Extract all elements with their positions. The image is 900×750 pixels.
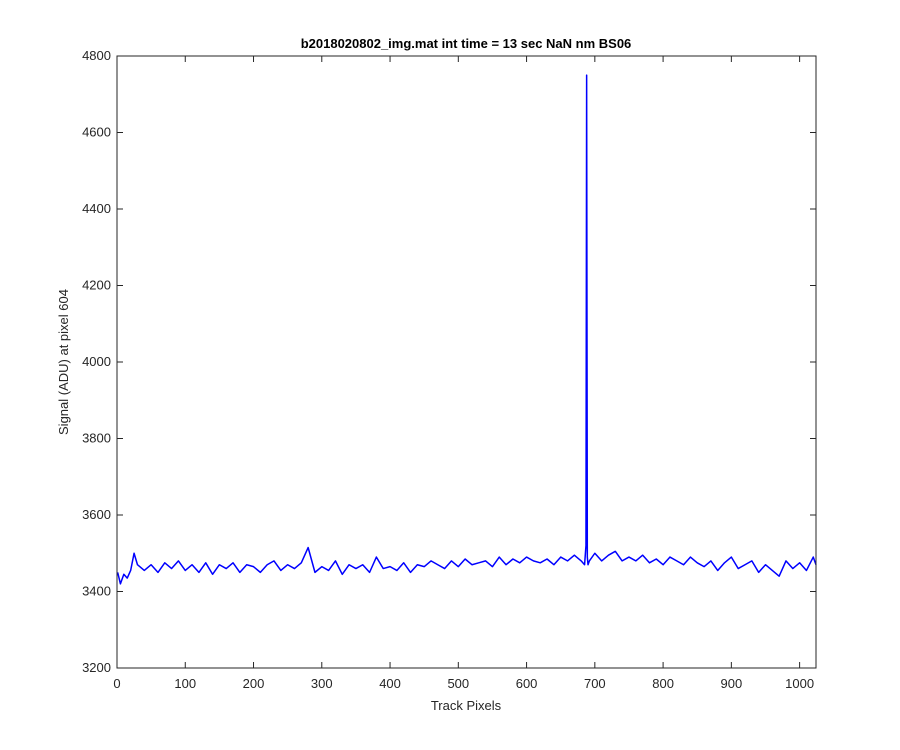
x-tick-label: 1000 <box>785 676 814 691</box>
y-tick-label: 3200 <box>82 660 111 675</box>
y-tick-label: 3400 <box>82 584 111 599</box>
y-axis-label: Signal (ADU) at pixel 604 <box>56 289 71 435</box>
series-layer <box>116 74 817 585</box>
x-tick-label: 800 <box>652 676 674 691</box>
x-tick-label: 400 <box>379 676 401 691</box>
x-tick-label: 0 <box>113 676 120 691</box>
x-tick-label: 900 <box>721 676 743 691</box>
axes-box <box>116 55 817 669</box>
plot-area <box>117 56 816 668</box>
y-tick-label: 4600 <box>82 125 111 140</box>
chart-title: b2018020802_img.mat int time = 13 sec Na… <box>301 36 632 51</box>
x-tick-label: 100 <box>174 676 196 691</box>
x-tick-label: 200 <box>243 676 265 691</box>
x-axis-label: Track Pixels <box>431 698 502 713</box>
y-tick-label: 4400 <box>82 201 111 216</box>
series-line-0 <box>116 74 817 585</box>
y-tick-label: 4200 <box>82 278 111 293</box>
x-tick-label: 700 <box>584 676 606 691</box>
y-tick-label: 4800 <box>82 48 111 63</box>
x-tick-label: 500 <box>447 676 469 691</box>
y-tick-label: 3600 <box>82 507 111 522</box>
y-tick-label: 3800 <box>82 431 111 446</box>
x-tick-label: 300 <box>311 676 333 691</box>
x-tick-label: 600 <box>516 676 538 691</box>
ticks-layer: 0 100 200 300 400 500 600 700 800 900 1000 3200 3400… <box>82 48 816 691</box>
y-tick-label: 4000 <box>82 354 111 369</box>
